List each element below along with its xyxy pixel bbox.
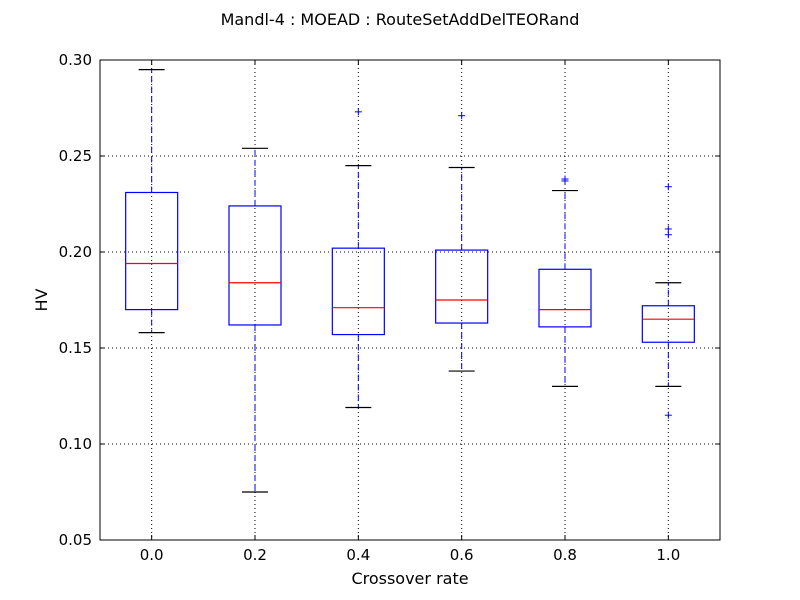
tick-layer: 0.05 0.10 0.15 0.20 0.25 0.30 0.0 0.2 0.4 0.6 0.8 1…: [59, 51, 720, 564]
y-tick-label: 0.15: [59, 339, 92, 357]
iqr-box: [641, 305, 695, 343]
chart-title: Mandl-4 : MOEAD : RouteSetAddDelTEORand: [221, 10, 580, 29]
flier-marker: [664, 183, 672, 191]
flier-marker: [664, 411, 672, 419]
iqr-box: [538, 268, 592, 328]
y-tick-label: 0.25: [59, 147, 92, 165]
box-layer: [125, 68, 695, 493]
y-tick-label: 0.20: [59, 243, 92, 261]
iqr-box: [228, 205, 282, 326]
plot-frame: [99, 59, 721, 541]
box-2: [331, 108, 385, 409]
y-tick-label: 0.10: [59, 435, 92, 453]
flier-marker: [664, 231, 672, 239]
y-tick-label: 0.30: [59, 51, 92, 69]
box-5: [641, 183, 695, 419]
x-tick-label: 0.0: [140, 546, 164, 564]
iqr-box: [435, 249, 489, 324]
box-3: [435, 112, 489, 372]
y-tick-label: 0.05: [59, 531, 92, 549]
x-tick-label: 1.0: [656, 546, 680, 564]
x-tick-label: 0.2: [243, 546, 267, 564]
box-0: [125, 68, 179, 334]
box-4: [538, 175, 592, 387]
x-tick-label: 0.4: [346, 546, 370, 564]
x-tick-label: 0.6: [450, 546, 474, 564]
flier-marker: [561, 175, 569, 183]
x-axis-label: Crossover rate: [351, 569, 468, 588]
iqr-box: [331, 247, 385, 336]
flier-marker: [458, 112, 466, 120]
iqr-box: [125, 191, 179, 311]
y-axis-label: HV: [32, 288, 51, 311]
x-tick-label: 0.8: [553, 546, 577, 564]
box-1: [228, 147, 282, 493]
flier-marker: [354, 108, 362, 116]
